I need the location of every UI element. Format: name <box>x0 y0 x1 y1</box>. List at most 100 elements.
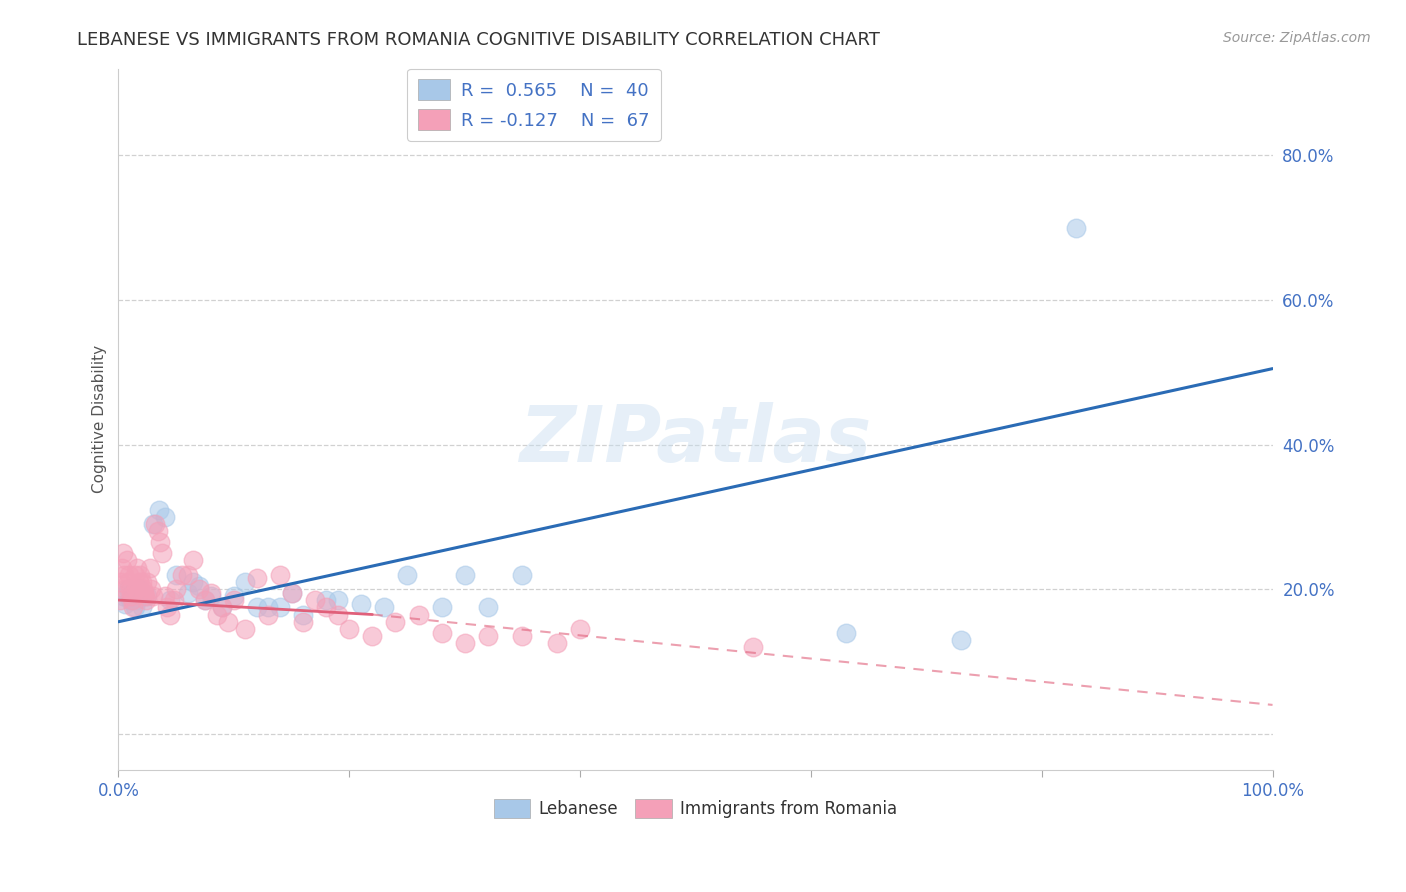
Point <box>430 600 453 615</box>
Point <box>118 593 141 607</box>
Point <box>257 607 280 622</box>
Point <box>121 586 143 600</box>
Point <box>292 607 315 622</box>
Point <box>159 607 181 622</box>
Point <box>269 600 291 615</box>
Point <box>115 553 138 567</box>
Point <box>315 593 337 607</box>
Point <box>117 582 139 597</box>
Point <box>112 567 135 582</box>
Point <box>384 615 406 629</box>
Point <box>131 574 153 589</box>
Point <box>134 590 156 604</box>
Point <box>188 578 211 592</box>
Point <box>235 574 257 589</box>
Point <box>408 607 430 622</box>
Point <box>453 636 475 650</box>
Point <box>110 574 132 589</box>
Point <box>136 574 159 589</box>
Point <box>136 590 159 604</box>
Point <box>200 586 222 600</box>
Point <box>114 582 136 597</box>
Point <box>142 517 165 532</box>
Point <box>125 560 148 574</box>
Point <box>153 590 176 604</box>
Point <box>742 640 765 654</box>
Point <box>949 632 972 647</box>
Point <box>337 622 360 636</box>
Point <box>145 517 167 532</box>
Point <box>453 567 475 582</box>
Point <box>350 597 373 611</box>
Point <box>569 622 592 636</box>
Point <box>125 582 148 597</box>
Text: ZIPatlas: ZIPatlas <box>519 402 872 478</box>
Point <box>128 574 150 589</box>
Point <box>146 524 169 539</box>
Point <box>132 586 155 600</box>
Point <box>477 629 499 643</box>
Point <box>176 586 198 600</box>
Point <box>165 582 187 597</box>
Point <box>373 600 395 615</box>
Point <box>292 615 315 629</box>
Point <box>114 597 136 611</box>
Point <box>129 567 152 582</box>
Point <box>205 607 228 622</box>
Point <box>121 593 143 607</box>
Point <box>148 502 170 516</box>
Point <box>246 571 269 585</box>
Text: LEBANESE VS IMMIGRANTS FROM ROMANIA COGNITIVE DISABILITY CORRELATION CHART: LEBANESE VS IMMIGRANTS FROM ROMANIA COGN… <box>77 31 880 49</box>
Point <box>139 582 162 597</box>
Point <box>127 586 149 600</box>
Point <box>156 600 179 615</box>
Point <box>315 600 337 615</box>
Point <box>118 567 141 582</box>
Point <box>176 567 198 582</box>
Point <box>211 600 233 615</box>
Point <box>326 593 349 607</box>
Point <box>124 600 146 615</box>
Point <box>108 593 131 607</box>
Point <box>183 574 205 589</box>
Legend: Lebanese, Immigrants from Romania: Lebanese, Immigrants from Romania <box>486 792 904 825</box>
Point <box>149 535 172 549</box>
Point <box>194 593 217 607</box>
Point <box>217 615 239 629</box>
Point <box>430 625 453 640</box>
Point <box>142 590 165 604</box>
Point <box>200 590 222 604</box>
Point <box>194 593 217 607</box>
Point <box>131 600 153 615</box>
Point <box>512 567 534 582</box>
Point <box>1066 220 1088 235</box>
Point <box>120 590 142 604</box>
Point <box>170 567 193 582</box>
Point <box>326 607 349 622</box>
Point <box>361 629 384 643</box>
Point <box>138 560 160 574</box>
Point <box>111 560 134 574</box>
Point <box>280 586 302 600</box>
Point <box>153 509 176 524</box>
Point <box>183 553 205 567</box>
Point <box>112 590 135 604</box>
Point <box>117 574 139 589</box>
Point <box>211 600 233 615</box>
Point <box>135 593 157 607</box>
Point <box>125 593 148 607</box>
Point <box>235 622 257 636</box>
Point <box>257 600 280 615</box>
Y-axis label: Cognitive Disability: Cognitive Disability <box>93 345 107 493</box>
Point <box>280 586 302 600</box>
Point <box>304 593 326 607</box>
Point <box>112 546 135 560</box>
Point <box>246 600 269 615</box>
Point <box>159 593 181 607</box>
Point <box>118 582 141 597</box>
Point <box>131 582 153 597</box>
Point <box>512 629 534 643</box>
Point <box>188 582 211 597</box>
Point <box>222 590 245 604</box>
Point <box>122 600 145 615</box>
